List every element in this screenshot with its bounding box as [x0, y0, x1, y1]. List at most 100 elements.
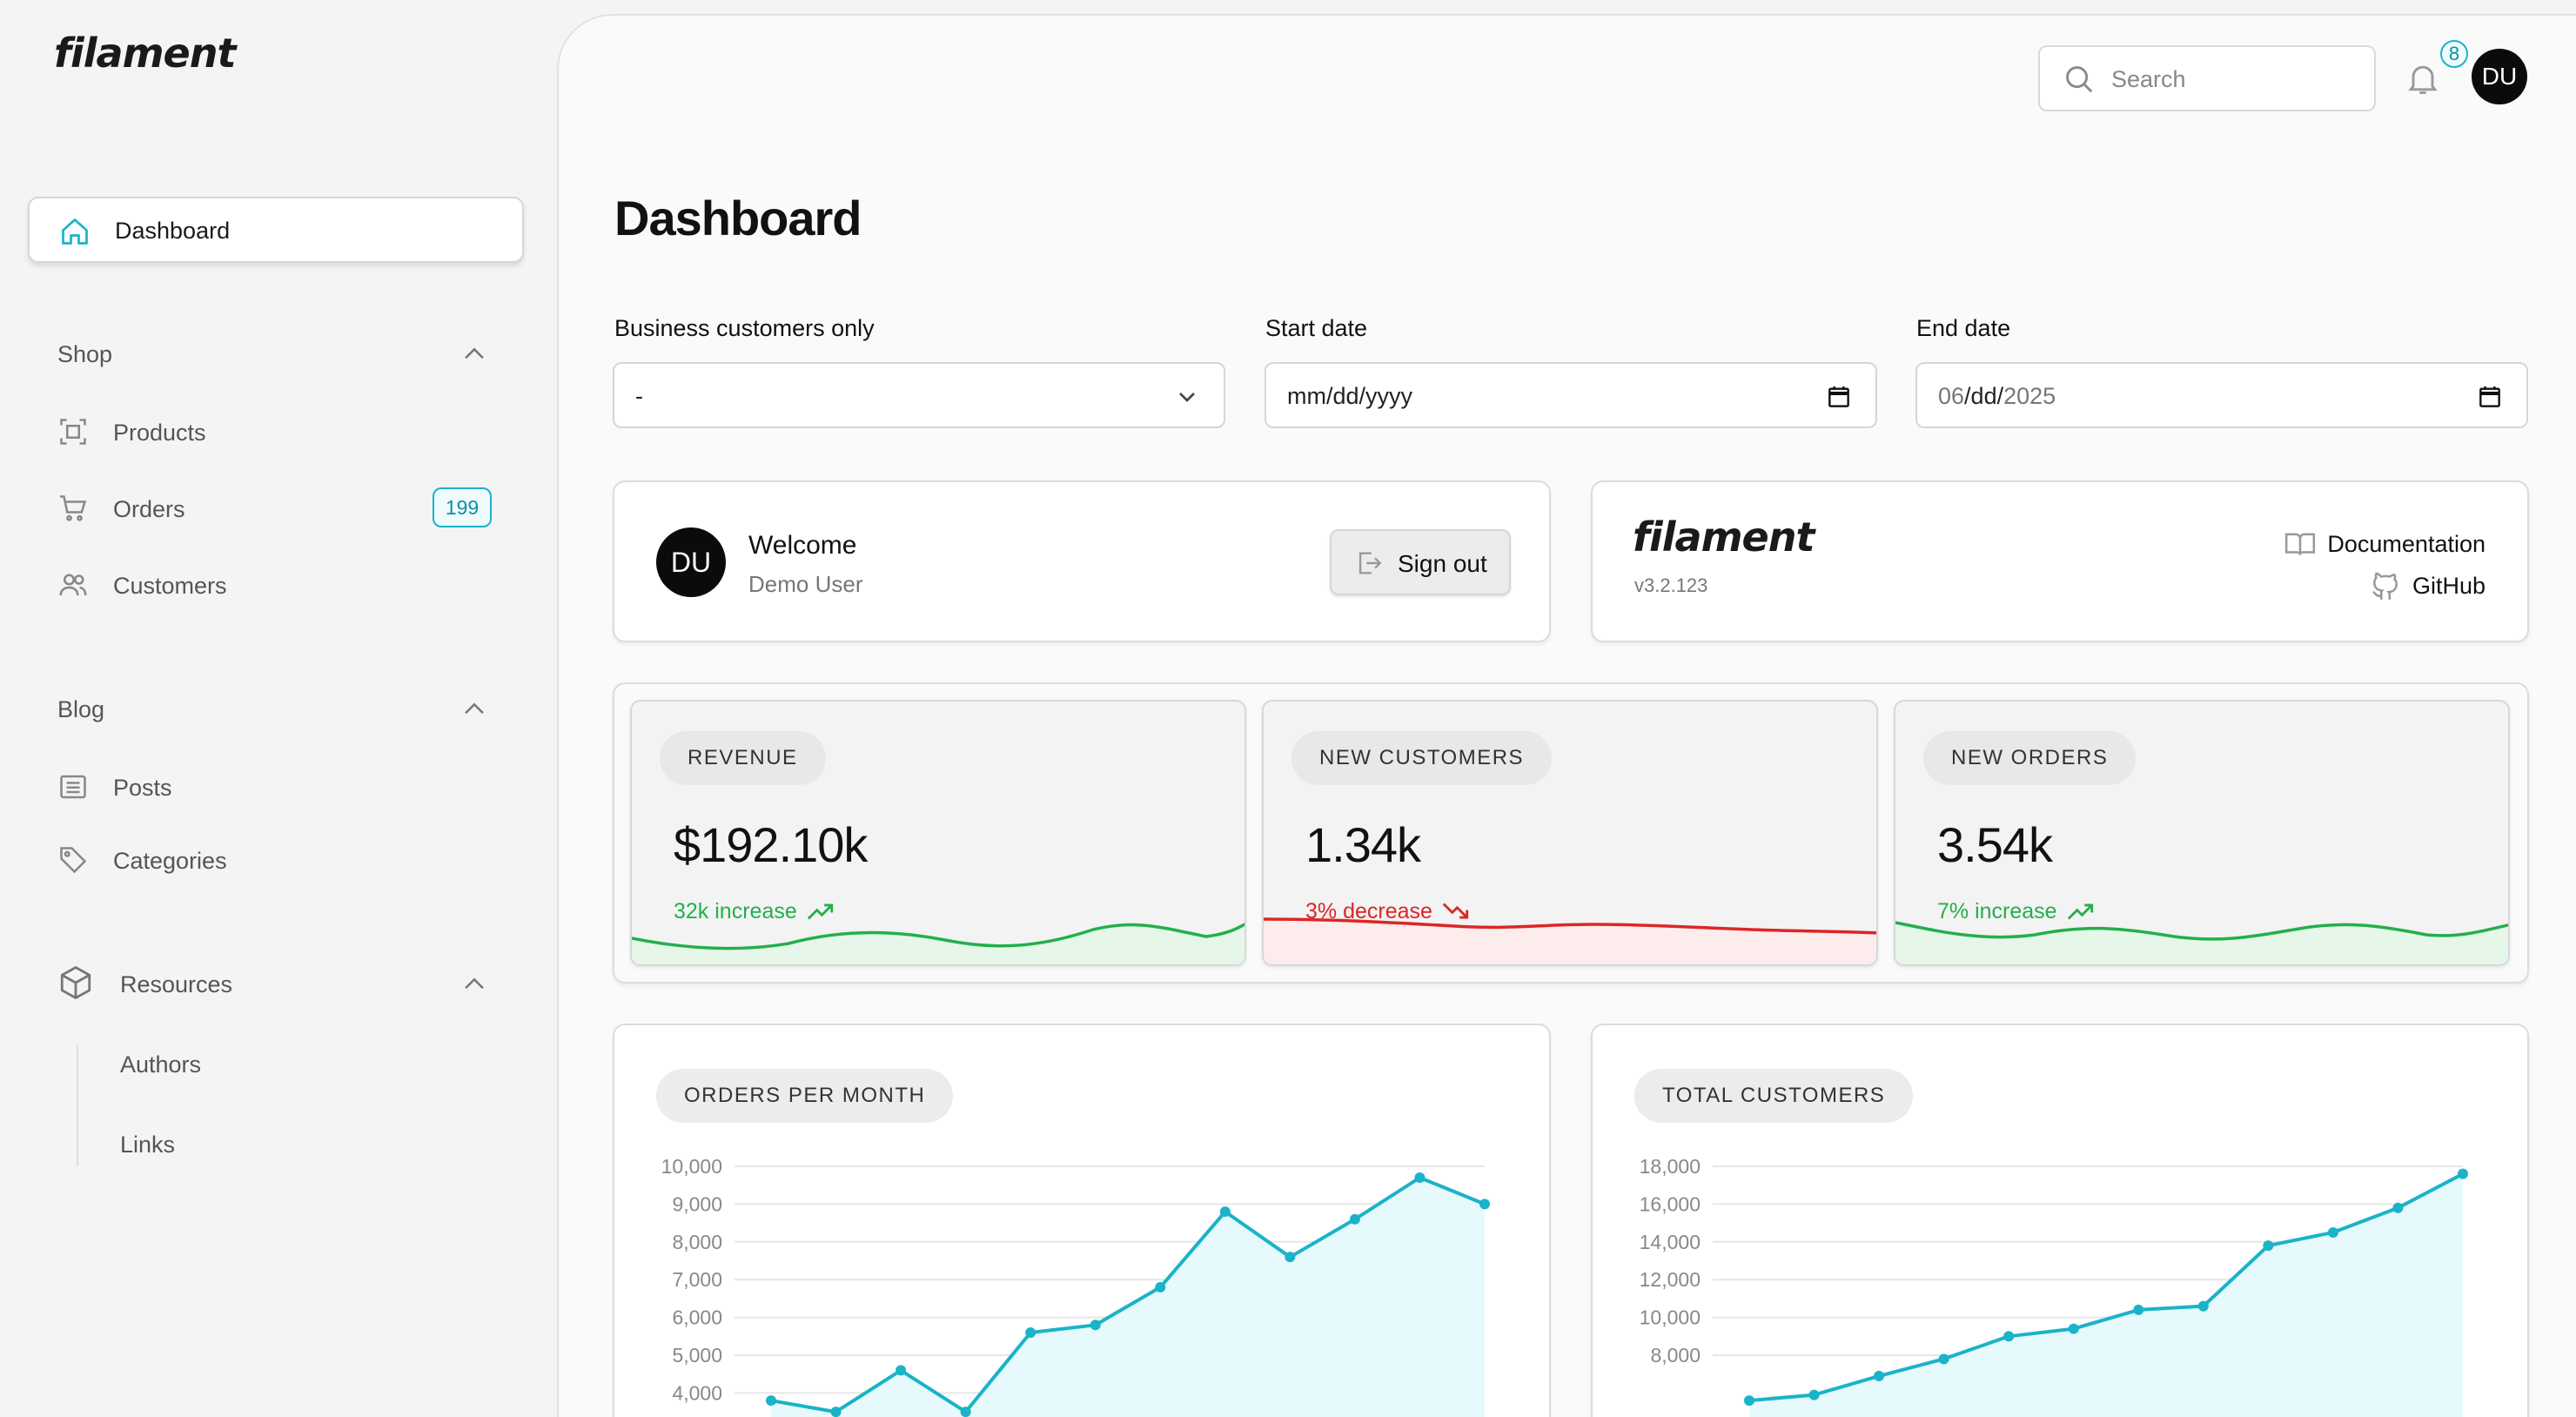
home-icon [62, 218, 88, 245]
data-point[interactable] [1414, 1172, 1426, 1184]
end-date-input[interactable]: 06/dd/2025 [1915, 362, 2528, 428]
data-point[interactable] [2068, 1323, 2079, 1334]
y-tick-label: 8,000 [672, 1231, 722, 1253]
data-point[interactable] [2327, 1226, 2338, 1238]
sidebar-item-categories[interactable]: Categories [57, 841, 510, 879]
stat-label: NEW CUSTOMERS [1291, 731, 1553, 785]
sidebar-item-label: Customers [113, 573, 227, 599]
stat-label: NEW ORDERS [1923, 731, 2137, 785]
data-point[interactable] [1479, 1199, 1490, 1210]
data-point[interactable] [1744, 1395, 1754, 1407]
stat-label: REVENUE [660, 731, 826, 785]
trending-down-icon [1442, 903, 1469, 919]
trending-up-icon [2067, 903, 2093, 920]
chart-title: TOTAL CUSTOMERS [1634, 1069, 1914, 1123]
data-point[interactable] [2263, 1240, 2274, 1252]
calendar-icon [1828, 386, 1849, 407]
cube-icon [60, 966, 91, 999]
data-point[interactable] [1025, 1326, 1036, 1338]
bell-icon[interactable] [2404, 59, 2442, 97]
data-point[interactable] [1155, 1281, 1166, 1293]
page-title: Dashboard [614, 191, 862, 245]
data-point[interactable] [2197, 1300, 2209, 1312]
version-text: v3.2.123 [1634, 574, 1708, 596]
sidebar-item-label: Orders [113, 496, 185, 522]
data-point[interactable] [1938, 1353, 1949, 1365]
data-point[interactable] [1285, 1252, 1296, 1263]
stat-card-new-orders: NEW ORDERS 3.54k 7% increase [1894, 700, 2510, 966]
sidebar-group-blog[interactable]: Blog [57, 696, 105, 722]
chevron-up-icon[interactable] [460, 695, 489, 724]
github-link[interactable]: GitHub [2369, 569, 2485, 602]
data-point[interactable] [1874, 1370, 1885, 1381]
data-point[interactable] [2458, 1168, 2468, 1179]
sidebar-item-posts[interactable]: Posts [57, 768, 510, 806]
y-tick-label: 8,000 [1650, 1344, 1701, 1367]
data-point[interactable] [960, 1407, 971, 1417]
sign-out-button[interactable]: Sign out [1330, 529, 1511, 595]
date-value: mm/dd/yyyy [1287, 383, 1413, 409]
book-open-icon [2285, 533, 2316, 555]
data-point[interactable] [1808, 1389, 1820, 1400]
series-area [771, 1178, 1485, 1417]
sidebar-item-orders[interactable]: Orders [57, 489, 510, 527]
data-point[interactable] [2003, 1331, 2015, 1342]
data-point[interactable] [2392, 1202, 2404, 1213]
sidebar-item-label: Categories [113, 848, 227, 874]
sidebar-item-dashboard[interactable]: Dashboard [28, 197, 524, 263]
data-point[interactable] [1219, 1206, 1231, 1218]
welcome-title: Welcome [748, 531, 857, 560]
y-tick-label: 5,000 [672, 1344, 722, 1367]
revenue-sparkline [632, 923, 1244, 964]
tag-icon [60, 847, 87, 874]
y-tick-label: 10,000 [661, 1155, 722, 1178]
sidebar-item-links[interactable]: Links [120, 1132, 176, 1158]
chevron-up-icon[interactable] [460, 970, 489, 999]
y-tick-label: 14,000 [1640, 1231, 1701, 1253]
data-point[interactable] [896, 1365, 907, 1376]
start-date-label: Start date [1265, 315, 1368, 341]
nav-divider [77, 1044, 78, 1166]
data-point[interactable] [830, 1407, 842, 1417]
select-value: - [635, 383, 643, 409]
data-point[interactable] [766, 1395, 776, 1407]
y-tick-label: 16,000 [1640, 1192, 1701, 1215]
stat-card-revenue: REVENUE $192.10k 32k increase [630, 700, 1246, 966]
search-placeholder: Search [2111, 66, 2186, 92]
stat-value: $192.10k [674, 817, 868, 872]
sidebar-item-label: Posts [113, 775, 172, 801]
document-text-icon [60, 775, 86, 799]
stat-card-new-customers: NEW CUSTOMERS 1.34k 3% decrease [1262, 700, 1878, 966]
stat-value: 1.34k [1305, 817, 1421, 872]
data-point[interactable] [1349, 1213, 1360, 1225]
documentation-label: Documentation [2327, 530, 2485, 557]
sidebar-group-shop[interactable]: Shop [57, 341, 113, 367]
sidebar-item-authors[interactable]: Authors [120, 1051, 202, 1078]
y-tick-label: 18,000 [1640, 1155, 1701, 1178]
sidebar-item-label: Products [113, 420, 206, 446]
total-customers-chart: 18,000 16,000 14,000 12,000 10,000 8,000 [1640, 1155, 2468, 1417]
stat-description: 7% increase [1937, 897, 2096, 926]
data-point[interactable] [2133, 1304, 2144, 1315]
search-icon [2066, 66, 2093, 93]
notification-badge: 8 [2440, 40, 2468, 68]
sidebar-group-resources[interactable]: Resources [120, 971, 233, 997]
orders-sparkline [1895, 921, 2508, 964]
app-logo[interactable]: filament [54, 30, 236, 77]
y-tick-label: 6,000 [672, 1306, 722, 1329]
github-label: GitHub [2412, 572, 2485, 599]
sidebar-item-label: Dashboard [115, 218, 231, 244]
sidebar-item-customers[interactable]: Customers [57, 566, 510, 604]
welcome-username: Demo User [748, 571, 863, 597]
chevron-up-icon[interactable] [460, 339, 489, 369]
trending-up-icon [807, 903, 833, 920]
business-customers-select[interactable]: - [613, 362, 1225, 428]
user-avatar[interactable]: DU [2472, 49, 2527, 104]
sidebar-item-products[interactable]: Products [57, 413, 510, 451]
data-point[interactable] [1090, 1320, 1101, 1331]
documentation-link[interactable]: Documentation [2284, 527, 2485, 561]
sidebar: filament Dashboard Shop Products Orders … [0, 0, 557, 1417]
start-date-input[interactable]: mm/dd/yyyy [1265, 362, 1877, 428]
search-input[interactable]: Search [2038, 45, 2376, 111]
chevron-down-icon [1179, 393, 1195, 402]
